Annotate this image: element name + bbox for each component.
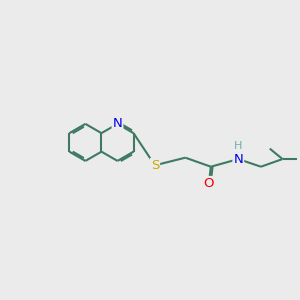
Text: O: O (204, 177, 214, 190)
Text: H: H (234, 141, 242, 151)
Text: N: N (233, 153, 243, 166)
Text: N: N (112, 117, 122, 130)
Text: S: S (151, 159, 159, 172)
